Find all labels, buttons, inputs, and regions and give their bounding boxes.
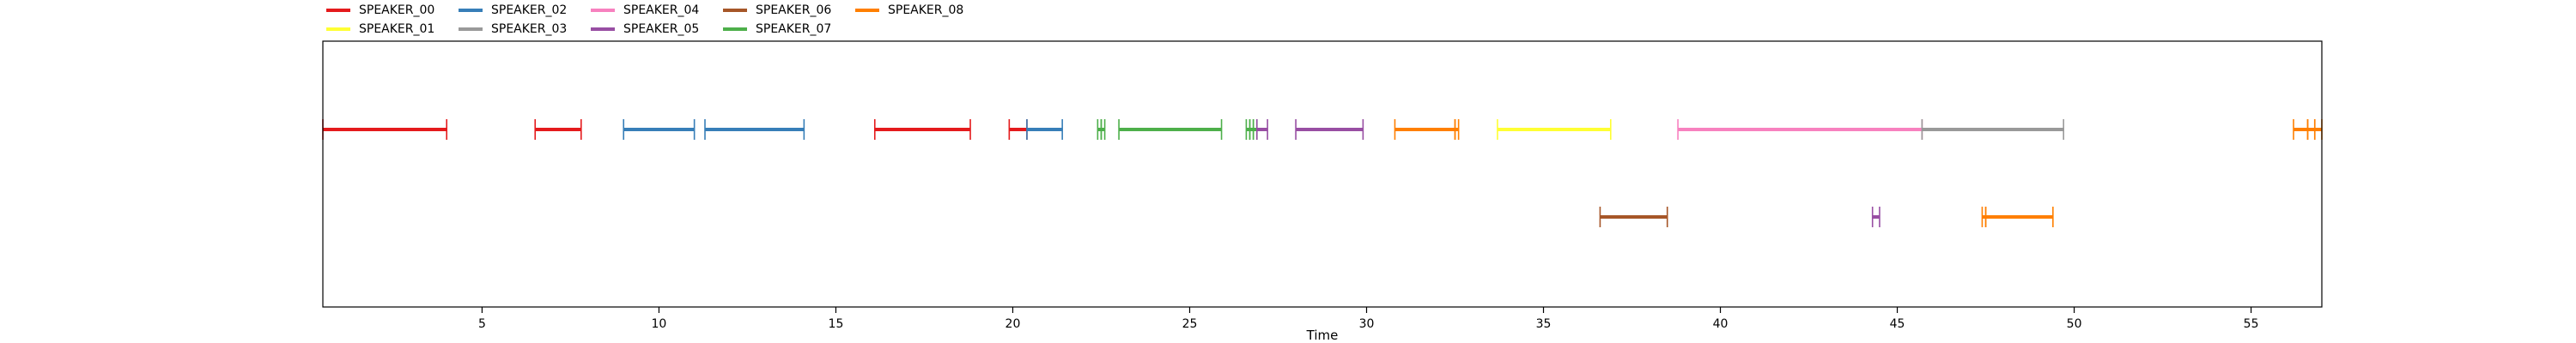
speaker-segment xyxy=(873,119,971,140)
speaker-segment xyxy=(1394,119,1456,140)
legend-swatch xyxy=(591,9,615,12)
legend-label: SPEAKER_00 xyxy=(359,3,435,17)
x-tick-label: 40 xyxy=(1713,317,1728,331)
legend-swatch xyxy=(591,27,615,31)
speaker-segment xyxy=(1921,119,2065,140)
speaker-segment xyxy=(534,119,582,140)
x-tick-label: 10 xyxy=(652,317,667,331)
legend-swatch xyxy=(326,27,350,31)
speaker-segment xyxy=(1255,119,1268,140)
legend-item: SPEAKER_01 xyxy=(326,21,434,38)
x-tick-label: 55 xyxy=(2244,317,2259,331)
speaker-segment xyxy=(1100,119,1106,140)
legend-label: SPEAKER_06 xyxy=(756,3,832,17)
speaker-segment xyxy=(2313,119,2323,140)
x-tick-label: 5 xyxy=(478,317,486,331)
legend-item: SPEAKER_00 xyxy=(326,2,434,19)
legend-item: SPEAKER_06 xyxy=(723,2,831,19)
x-tick-label: 50 xyxy=(2067,317,2082,331)
x-tick-label: 15 xyxy=(829,317,844,331)
speaker-segment xyxy=(1008,119,1028,140)
x-tick-label: 20 xyxy=(1005,317,1021,331)
legend-swatch xyxy=(326,9,350,12)
x-axis: 5 10 15 20 25 30 35 40 45 50 55 xyxy=(478,307,2259,331)
speaker-segment xyxy=(704,119,805,140)
speaker-segment xyxy=(1295,119,1364,140)
x-tick-label: 35 xyxy=(1536,317,1552,331)
speaker-segment xyxy=(2306,119,2316,140)
speaker-segment xyxy=(322,119,448,140)
legend-item: SPEAKER_04 xyxy=(591,2,699,19)
legend-label: SPEAKER_05 xyxy=(623,22,700,36)
speaker-segment xyxy=(2293,119,2309,140)
speaker-segment xyxy=(1026,119,1063,140)
legend-label: SPEAKER_01 xyxy=(359,22,435,36)
legend-label: SPEAKER_03 xyxy=(491,22,568,36)
plot-frame xyxy=(322,40,2323,308)
legend-label: SPEAKER_04 xyxy=(623,3,700,17)
x-tick-label: 25 xyxy=(1182,317,1198,331)
legend-item: SPEAKER_03 xyxy=(459,21,567,38)
legend-item: SPEAKER_07 xyxy=(723,21,831,38)
legend-swatch xyxy=(855,9,879,12)
speaker-segment xyxy=(623,119,696,140)
x-axis-label: Time xyxy=(1306,328,1339,343)
speaker-segment xyxy=(1118,119,1223,140)
legend-item: SPEAKER_02 xyxy=(459,2,567,19)
legend-item: SPEAKER_08 xyxy=(855,2,963,19)
speaker-segment xyxy=(1497,119,1612,140)
legend-swatch xyxy=(723,9,747,12)
speaker-segment xyxy=(1984,207,2054,227)
legend-label: SPEAKER_08 xyxy=(888,3,964,17)
legend-swatch xyxy=(723,27,747,31)
speaker-segment xyxy=(1677,119,1923,140)
legend-label: SPEAKER_07 xyxy=(756,22,832,36)
segments-layer xyxy=(322,119,2323,227)
legend-swatch xyxy=(459,9,483,12)
legend-swatch xyxy=(459,27,483,31)
legend-item: SPEAKER_05 xyxy=(591,21,699,38)
speaker-segment xyxy=(1454,119,1460,140)
legend-label: SPEAKER_02 xyxy=(491,3,568,17)
speaker-segment xyxy=(1871,207,1880,227)
legend: SPEAKER_00 SPEAKER_01 SPEAKER_02 SPEAKER_03… xyxy=(326,2,1030,39)
x-tick-label: 45 xyxy=(1890,317,1905,331)
x-tick-label: 30 xyxy=(1359,317,1375,331)
speaker-segment xyxy=(1599,207,1668,227)
